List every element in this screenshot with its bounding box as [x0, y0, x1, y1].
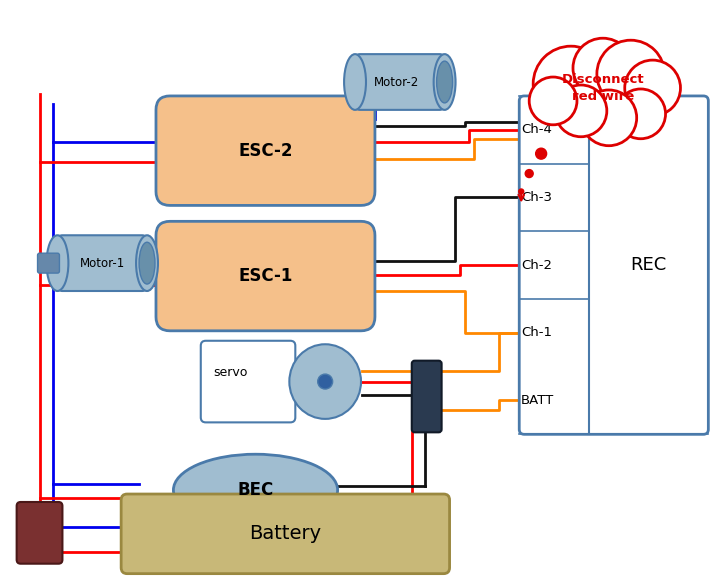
- Text: REC: REC: [630, 256, 667, 274]
- Circle shape: [581, 90, 637, 146]
- Text: servo: servo: [213, 366, 248, 379]
- Circle shape: [555, 85, 607, 137]
- Text: Ch-1: Ch-1: [521, 326, 552, 339]
- Circle shape: [616, 89, 666, 139]
- Text: Ch-3: Ch-3: [521, 191, 552, 204]
- Ellipse shape: [289, 344, 361, 419]
- Ellipse shape: [139, 242, 155, 284]
- Circle shape: [525, 170, 533, 178]
- Circle shape: [533, 46, 609, 122]
- Ellipse shape: [317, 374, 333, 389]
- Ellipse shape: [46, 236, 69, 291]
- Ellipse shape: [437, 61, 453, 103]
- Ellipse shape: [174, 454, 338, 526]
- FancyBboxPatch shape: [57, 236, 147, 291]
- Text: Ch-4: Ch-4: [521, 123, 552, 136]
- Ellipse shape: [136, 236, 158, 291]
- Circle shape: [536, 148, 547, 159]
- Text: BATT: BATT: [521, 394, 555, 407]
- Ellipse shape: [434, 54, 455, 110]
- FancyBboxPatch shape: [38, 253, 59, 273]
- FancyBboxPatch shape: [17, 502, 62, 564]
- FancyBboxPatch shape: [156, 96, 375, 205]
- Circle shape: [529, 77, 577, 125]
- FancyBboxPatch shape: [412, 361, 442, 433]
- FancyBboxPatch shape: [121, 494, 450, 574]
- Text: Disconnect
red wire: Disconnect red wire: [562, 73, 644, 103]
- Circle shape: [573, 38, 633, 98]
- FancyBboxPatch shape: [519, 96, 709, 434]
- Ellipse shape: [344, 54, 366, 110]
- FancyBboxPatch shape: [201, 341, 295, 422]
- FancyBboxPatch shape: [355, 54, 445, 110]
- Circle shape: [597, 40, 664, 108]
- Circle shape: [518, 189, 523, 194]
- Circle shape: [625, 60, 680, 116]
- Text: Ch-2: Ch-2: [521, 259, 552, 272]
- Text: ESC-1: ESC-1: [239, 267, 293, 285]
- Text: Battery: Battery: [249, 524, 322, 543]
- Text: ESC-2: ESC-2: [238, 142, 293, 160]
- Text: Motor-2: Motor-2: [375, 76, 419, 89]
- Text: Motor-1: Motor-1: [80, 257, 125, 269]
- FancyBboxPatch shape: [156, 222, 375, 331]
- Text: BEC: BEC: [237, 481, 273, 499]
